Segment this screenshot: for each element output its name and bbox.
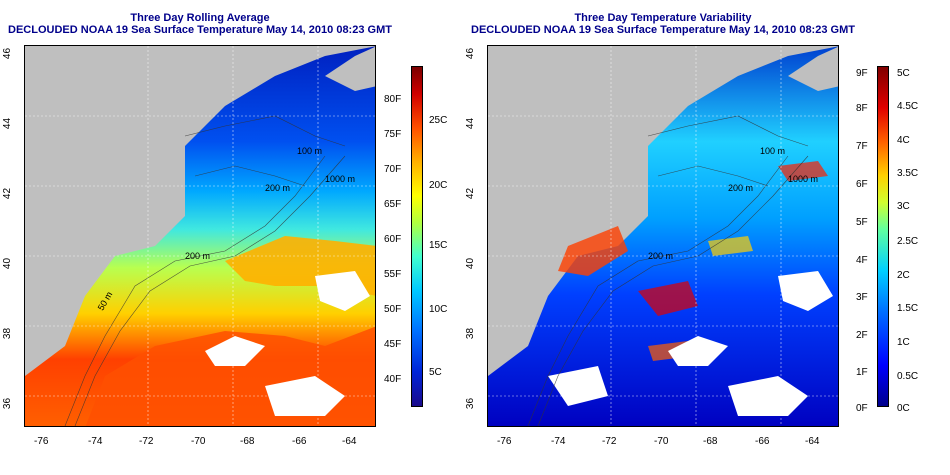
right-x-tick: -64 xyxy=(805,436,820,447)
left-cbar-f-label: 45F xyxy=(384,339,402,350)
left-x-tick: -72 xyxy=(139,436,154,447)
left-colorbar xyxy=(411,66,423,407)
right-panel-title: Three Day Temperature Variability DECLOU… xyxy=(463,12,863,36)
right-contour-label-200m-lower: 200 m xyxy=(648,251,674,261)
left-cbar-f-label: 40F xyxy=(384,374,402,385)
left-title-line1: Three Day Rolling Average xyxy=(130,12,270,24)
right-x-tick: -66 xyxy=(755,436,770,447)
left-ocean-region xyxy=(25,46,375,426)
left-cbar-f-label: 65F xyxy=(384,199,402,210)
left-y-tick: 42 xyxy=(2,187,14,200)
left-cbar-c-label: 5C xyxy=(429,367,442,378)
right-cbar-f-label: 3F xyxy=(856,292,868,303)
right-cbar-c-label: 2C xyxy=(897,270,910,281)
right-contour-label-200m-upper: 200 m xyxy=(728,183,754,193)
left-cbar-f-label: 60F xyxy=(384,234,402,245)
left-y-tick: 44 xyxy=(2,117,14,130)
left-x-tick: -68 xyxy=(240,436,255,447)
right-variability-map[interactable]: 100 m 200 m 1000 m 200 m xyxy=(487,45,839,427)
left-cbar-f-label: 75F xyxy=(384,129,402,140)
left-x-tick: -66 xyxy=(292,436,307,447)
right-cbar-f-label: 1F xyxy=(856,367,868,378)
right-contour-label-100m: 100 m xyxy=(760,146,786,156)
contour-label-200m-lower: 200 m xyxy=(185,251,211,261)
left-y-tick: 40 xyxy=(2,257,14,270)
left-title-line2: DECLOUDED NOAA 19 Sea Surface Temperatur… xyxy=(8,24,392,36)
left-cbar-c-label: 10C xyxy=(429,304,448,315)
right-y-tick: 40 xyxy=(465,257,477,270)
left-cbar-c-label: 20C xyxy=(429,180,448,191)
right-x-tick: -74 xyxy=(551,436,566,447)
right-cbar-c-label: 0C xyxy=(897,403,910,414)
right-title-line2: DECLOUDED NOAA 19 Sea Surface Temperatur… xyxy=(471,24,855,36)
right-cbar-c-label: 1C xyxy=(897,337,910,348)
right-cbar-f-label: 6F xyxy=(856,179,868,190)
right-cbar-c-label: 4.5C xyxy=(897,101,919,112)
left-cbar-f-label: 50F xyxy=(384,304,402,315)
right-cbar-c-label: 5C xyxy=(897,68,910,79)
left-x-tick: -70 xyxy=(191,436,206,447)
left-x-tick: -74 xyxy=(88,436,103,447)
right-colorbar xyxy=(877,66,889,407)
contour-label-100m: 100 m xyxy=(297,146,323,156)
left-x-tick: -64 xyxy=(342,436,357,447)
contour-label-1000m: 1000 m xyxy=(325,174,356,184)
right-cbar-f-label: 9F xyxy=(856,68,868,79)
right-y-tick: 42 xyxy=(465,187,477,200)
right-cbar-f-label: 5F xyxy=(856,217,868,228)
right-cbar-f-label: 2F xyxy=(856,330,868,341)
right-contour-label-1000m: 1000 m xyxy=(788,174,819,184)
left-cbar-f-label: 70F xyxy=(384,164,402,175)
right-cbar-f-label: 0F xyxy=(856,403,868,414)
left-cbar-c-label: 25C xyxy=(429,115,448,126)
right-cbar-f-label: 8F xyxy=(856,103,868,114)
right-cbar-c-label: 3C xyxy=(897,201,910,212)
right-x-tick: -72 xyxy=(602,436,617,447)
right-cbar-c-label: 4C xyxy=(897,135,910,146)
right-y-tick: 44 xyxy=(465,117,477,130)
left-y-tick: 38 xyxy=(2,327,14,340)
right-title-line1: Three Day Temperature Variability xyxy=(574,12,752,24)
left-panel-title: Three Day Rolling Average DECLOUDED NOAA… xyxy=(0,12,400,36)
right-cbar-c-label: 1.5C xyxy=(897,303,919,314)
right-y-tick: 46 xyxy=(465,47,477,60)
left-sst-map[interactable]: 100 m 200 m 1000 m 200 m 50 m xyxy=(24,45,376,427)
right-y-tick: 38 xyxy=(465,327,477,340)
left-x-tick: -76 xyxy=(34,436,49,447)
right-x-tick: -68 xyxy=(703,436,718,447)
left-cbar-c-label: 15C xyxy=(429,240,448,251)
right-cbar-c-label: 2.5C xyxy=(897,236,919,247)
right-x-tick: -76 xyxy=(497,436,512,447)
left-cbar-f-label: 80F xyxy=(384,94,402,105)
right-cbar-c-label: 0.5C xyxy=(897,371,919,382)
right-ocean-region xyxy=(488,46,838,426)
right-y-tick: 36 xyxy=(465,397,477,410)
right-cbar-f-label: 4F xyxy=(856,255,868,266)
right-cbar-c-label: 3.5C xyxy=(897,168,919,179)
left-cbar-f-label: 55F xyxy=(384,269,402,280)
contour-label-200m-upper: 200 m xyxy=(265,183,291,193)
right-cbar-f-label: 7F xyxy=(856,141,868,152)
right-x-tick: -70 xyxy=(654,436,669,447)
left-y-tick: 36 xyxy=(2,397,14,410)
left-y-tick: 46 xyxy=(2,47,14,60)
